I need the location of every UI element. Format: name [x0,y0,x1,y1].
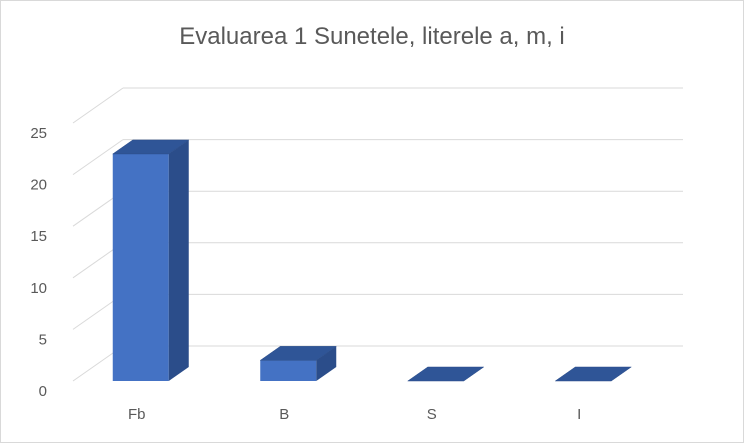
x-tick-label: Fb [128,406,146,423]
bar-top [111,139,190,155]
bar-top [554,366,633,382]
bar [260,360,317,381]
y-tick-label: 25 [30,125,47,142]
y-tick-label: 0 [39,383,47,400]
gridline-side [72,87,124,124]
bar-side [168,139,189,381]
gridline-side [72,139,124,176]
bar [112,153,169,381]
bar-side [316,346,337,381]
y-tick-label: 20 [30,177,47,194]
x-tick-label: S [427,406,437,423]
y-tick-label: 10 [30,280,47,297]
x-tick-label: I [577,406,581,423]
chart-title: Evaluarea 1 Sunetele, literele a, m, i [179,23,565,50]
bar-top [259,346,338,361]
x-tick-label: B [279,406,289,423]
y-tick-label: 5 [39,331,47,348]
y-tick-label: 15 [30,228,47,245]
bar-top [406,366,485,382]
